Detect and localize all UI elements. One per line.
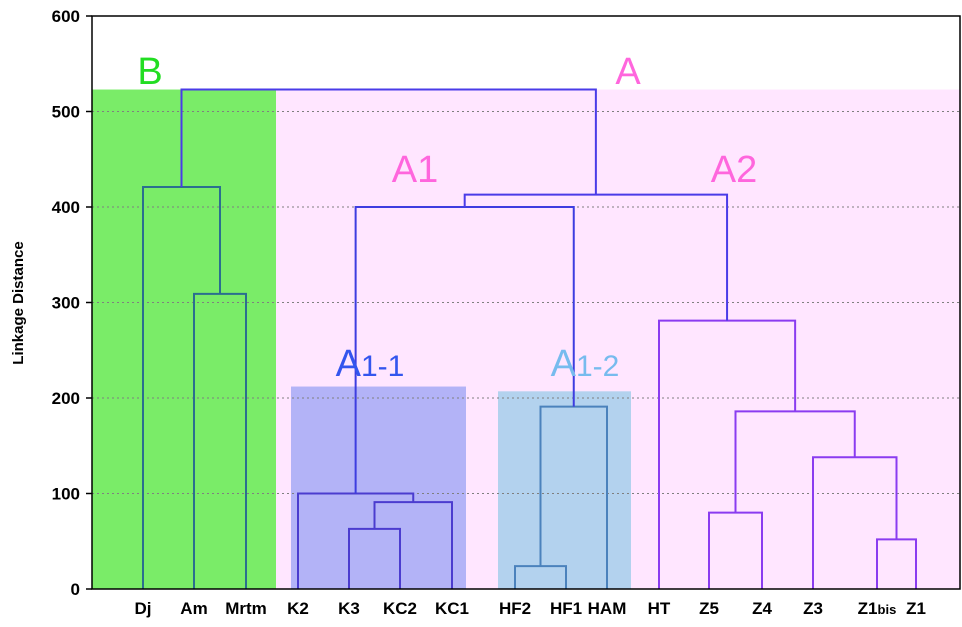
leaf-label-mrtm: Mrtm (225, 599, 267, 618)
cluster-label-b: B (137, 51, 162, 93)
leaf-labels: Dj Am Mrtm K2 K3 KC2 KC1 HF2 HF1 HAM HT Z5 Z4 Z3 Z1bis… (135, 599, 926, 618)
leaf-label-k3: K3 (338, 599, 360, 618)
y-tick-label-100: 100 (52, 485, 80, 504)
y-tick-label-400: 400 (52, 198, 80, 217)
cluster-label-a1-1: A1-1 (336, 343, 405, 385)
y-tick-label-0: 0 (71, 580, 80, 599)
leaf-label-z5: Z5 (699, 599, 719, 618)
cluster-region-a1-1 (291, 386, 466, 589)
background-layer (92, 89, 960, 589)
cluster-region-a1-2 (498, 391, 631, 589)
y-tick-label-500: 500 (52, 103, 80, 122)
frame-layer (86, 15, 961, 590)
leaf-label-z3: Z3 (803, 599, 823, 618)
leaf-label-dj: Dj (135, 599, 152, 618)
cluster-label-a: A (615, 51, 641, 93)
leaf-label-hf2: HF2 (499, 599, 531, 618)
y-tick-label-300: 300 (52, 294, 80, 313)
cluster-label-a2: A2 (711, 149, 757, 191)
cluster-region-b (92, 89, 276, 589)
leaf-label-z1: Z1 (906, 599, 926, 618)
leaf-label-k2: K2 (287, 599, 309, 618)
y-tick-label-600: 600 (52, 7, 80, 26)
branch-layer (142, 88, 917, 589)
leaf-label-kc2: KC2 (383, 599, 417, 618)
leaf-label-ht: HT (648, 599, 671, 618)
leaf-label-z4: Z4 (752, 599, 772, 618)
cluster-label-a1: A1 (392, 149, 438, 191)
leaf-label-kc1: KC1 (435, 599, 469, 618)
leaf-label-z1bis: Z1bis (858, 599, 897, 618)
cluster-annotations: B A A1 A2 A1-1 A1-2 (137, 51, 757, 385)
cluster-label-a1-2: A1-2 (551, 343, 620, 385)
y-tick-labels: 0 100 200 300 400 500 600 (52, 7, 80, 599)
leaf-label-ham: HAM (588, 599, 627, 618)
leaf-label-hf1: HF1 (550, 599, 582, 618)
y-axis-title: Linkage Distance (10, 241, 27, 364)
y-tick-label-200: 200 (52, 389, 80, 408)
leaf-label-am: Am (180, 599, 207, 618)
dendrogram-link-m15 (180, 88, 597, 195)
